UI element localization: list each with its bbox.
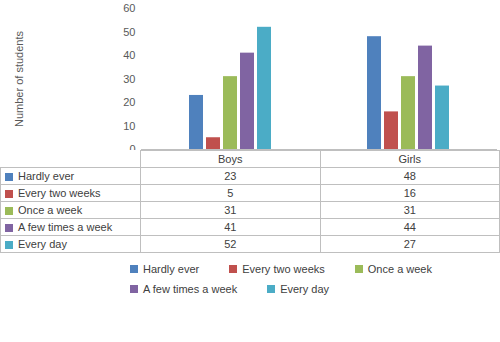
svg-text:30: 30 [123, 73, 135, 85]
html-text:27: 27 [403, 238, 416, 250]
html-text:A few times a week: A few times a week [143, 283, 238, 295]
svg-text:Number of students: Number of students [13, 31, 25, 127]
html-text:52: 52 [224, 238, 237, 250]
html-text:48: 48 [403, 170, 416, 182]
html-text:Every day: Every day [280, 283, 330, 295]
html-text:5: 5 [227, 187, 234, 199]
html-text:Every two weeks: Every two weeks [18, 187, 101, 199]
html-text:41: 41 [224, 221, 237, 233]
html-text:Once a week: Once a week [18, 204, 83, 216]
html-text:16: 16 [403, 187, 416, 199]
html-text:Hardly ever: Hardly ever [143, 263, 200, 275]
html-text:31: 31 [224, 204, 237, 216]
html-text:Girls: Girls [398, 153, 421, 165]
svg-text:60: 60 [123, 2, 135, 14]
svg-text:50: 50 [123, 26, 135, 38]
svg-text:0: 0 [129, 143, 135, 150]
html-text:Every two weeks: Every two weeks [242, 263, 325, 275]
svg-text:20: 20 [123, 96, 135, 108]
html-text:31: 31 [403, 204, 416, 216]
html-text:Once a week: Once a week [367, 263, 432, 275]
html-text:A few times a week: A few times a week [18, 221, 113, 233]
svg-text:40: 40 [123, 49, 135, 61]
html-text:23: 23 [224, 170, 237, 182]
svg-text:10: 10 [123, 120, 135, 132]
html-text:Hardly ever: Hardly ever [18, 170, 75, 182]
html-text:44: 44 [403, 221, 416, 233]
html-text:Boys: Boys [218, 153, 243, 165]
html-text:Every day: Every day [18, 238, 67, 250]
